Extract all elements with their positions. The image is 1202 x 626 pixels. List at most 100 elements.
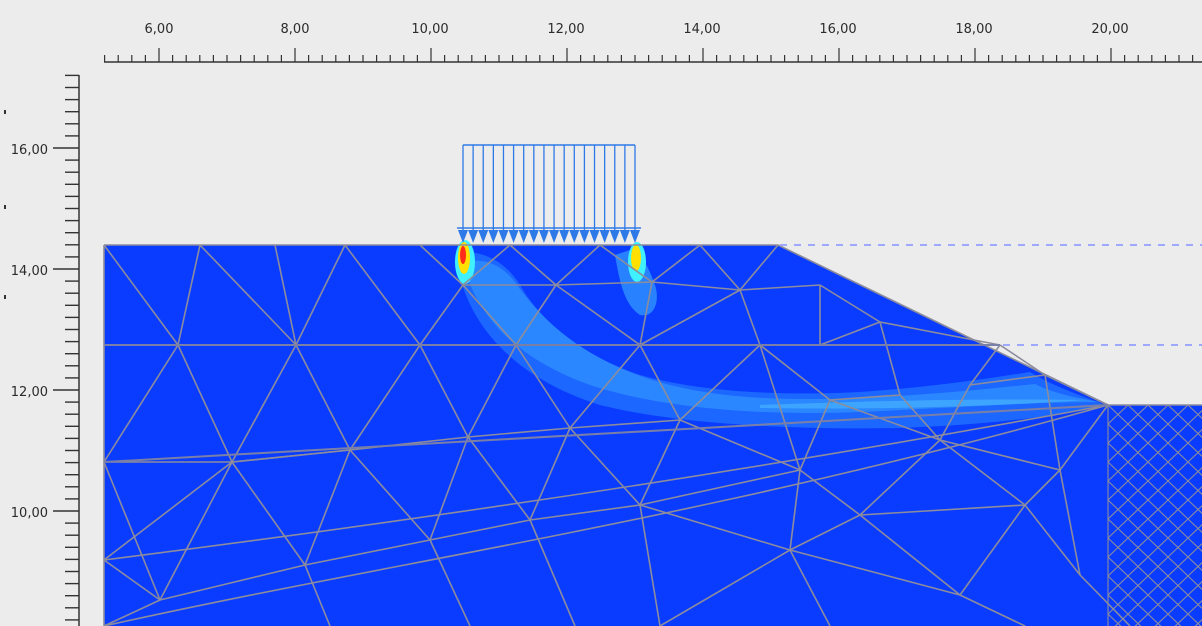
- mesh-edge: [739, 289, 761, 346]
- mesh-edge: [462, 284, 517, 346]
- ruler-top-label: 6,00: [145, 22, 174, 37]
- layer-boundary-lower: [103, 404, 1109, 463]
- mesh-edge: [1127, 556, 1149, 577]
- mesh-edge: [1127, 575, 1149, 596]
- mesh-edge: [1174, 613, 1189, 626]
- mesh-edge: [599, 244, 653, 283]
- load-arrow-head: [538, 230, 549, 243]
- mesh-edge: [1154, 613, 1169, 626]
- ruler-left-label: 16,00: [11, 143, 48, 158]
- mesh-edge: [1147, 556, 1169, 577]
- mesh-edge: [999, 344, 1046, 376]
- mesh-edge: [1107, 480, 1129, 501]
- mesh-edge: [1147, 461, 1169, 482]
- mesh-edge: [231, 344, 297, 463]
- mesh-edge: [1194, 618, 1202, 626]
- mesh-edge: [159, 461, 233, 601]
- layer-boundaries: [103, 344, 1109, 463]
- mesh-edge: [1187, 485, 1202, 501]
- mesh-edge: [859, 504, 1026, 516]
- mesh-edge: [569, 427, 641, 506]
- mesh-edge: [1079, 574, 1131, 626]
- mesh-edge: [789, 514, 861, 551]
- load-arrow-head: [458, 230, 468, 243]
- mesh-edge: [799, 469, 861, 516]
- mesh-edge: [429, 539, 471, 626]
- mesh-edge: [819, 321, 881, 346]
- distributed-load[interactable]: [457, 144, 641, 243]
- mesh-edge: [529, 504, 641, 521]
- shear-band-streak: [760, 399, 1085, 409]
- mesh-edge: [639, 504, 661, 626]
- load-arrow-head: [630, 230, 640, 243]
- load-arrow-head: [559, 230, 570, 243]
- hotspot-right-mid: [631, 245, 641, 271]
- mesh-edge: [103, 344, 179, 463]
- ruler-left-marker: [4, 295, 6, 299]
- mesh-edge: [1167, 480, 1189, 501]
- load-arrow-head: [528, 230, 539, 243]
- load-arrow-head: [488, 230, 499, 243]
- mesh-edge: [304, 449, 351, 566]
- mesh-edge: [1167, 594, 1189, 615]
- mesh-edge: [1167, 575, 1189, 596]
- ruler-left-label: 14,00: [11, 264, 48, 279]
- load-arrow-head: [579, 230, 590, 243]
- mesh-edge: [177, 244, 201, 346]
- mesh-edge: [1187, 466, 1202, 482]
- mesh-edge: [344, 244, 421, 346]
- load-arrow-head: [589, 230, 600, 243]
- mesh-edge: [199, 244, 297, 346]
- mesh-edge: [1187, 561, 1202, 577]
- mesh-edge: [1187, 523, 1202, 539]
- mesh-edge: [467, 344, 517, 438]
- load-arrow-head: [478, 230, 489, 243]
- mesh-edge: [1167, 518, 1189, 539]
- mesh-edge: [759, 344, 801, 471]
- mesh-edge: [1147, 404, 1169, 425]
- ruler-top-label: 10,00: [411, 22, 448, 37]
- mesh-edge: [1107, 499, 1129, 520]
- mesh-edge: [829, 394, 901, 401]
- mesh-edge: [959, 504, 1026, 596]
- mesh-edge: [699, 244, 741, 291]
- mesh-edge: [103, 461, 233, 561]
- mesh-edge: [419, 244, 464, 286]
- mesh-edge: [1107, 461, 1129, 482]
- mesh-edge: [679, 344, 761, 421]
- mesh-edge: [1127, 404, 1149, 425]
- ruler-top-background: [0, 0, 1202, 62]
- mesh-edge: [349, 344, 421, 451]
- soil-domain[interactable]: [104, 245, 1202, 626]
- mesh-edge: [1167, 442, 1189, 463]
- mesh-edge: [103, 404, 1109, 561]
- mesh-edge: [1187, 409, 1202, 425]
- mesh-edge: [1147, 518, 1169, 539]
- mesh-edge: [555, 284, 641, 346]
- ruler-left-marker: [4, 110, 6, 114]
- mesh-edge: [969, 374, 1046, 386]
- mesh-edge: [639, 469, 801, 506]
- mesh-edge: [651, 244, 701, 283]
- mesh-edge: [739, 244, 779, 291]
- mesh-edge: [1134, 613, 1149, 626]
- mesh-edge: [274, 244, 297, 346]
- mesh-edge: [1107, 442, 1129, 463]
- load-arrow-head: [599, 230, 610, 243]
- load-arrow-head: [498, 230, 509, 243]
- ruler-top: [0, 0, 1202, 63]
- mesh-edge: [789, 549, 961, 596]
- mesh-edge: [555, 244, 601, 286]
- mesh-edge: [1059, 404, 1109, 471]
- load-arrow-head: [619, 230, 630, 243]
- mesh-edge: [462, 244, 511, 286]
- mesh-edge: [1127, 537, 1149, 558]
- mesh-edge: [1147, 423, 1169, 444]
- mesh-edge: [1044, 374, 1061, 471]
- mesh-edge: [759, 344, 831, 401]
- mesh-edge: [1127, 480, 1149, 501]
- mesh-edge: [651, 281, 741, 291]
- mesh-edge: [467, 427, 571, 438]
- mesh-edge: [1147, 480, 1169, 501]
